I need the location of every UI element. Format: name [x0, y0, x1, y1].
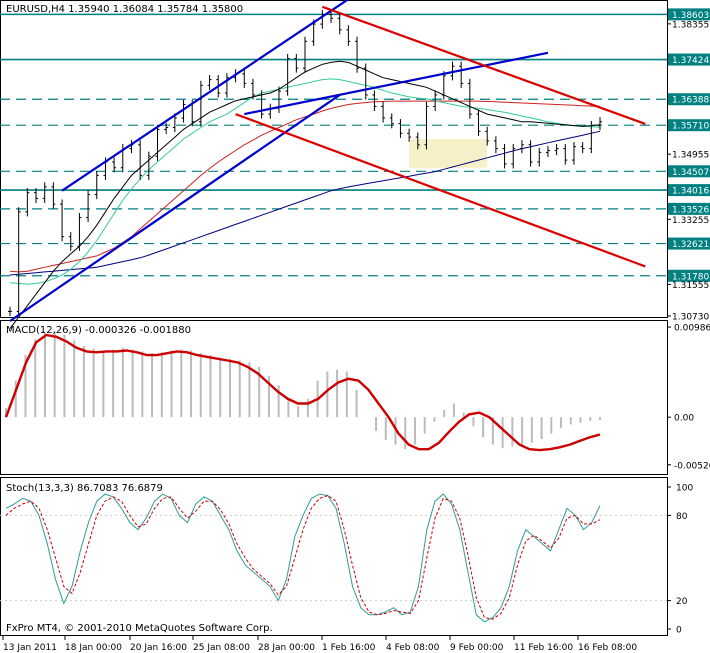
x-tick-label: 28 Jan 00:00: [258, 643, 315, 653]
chart-title: EURUSD,H4 1.35940 1.36084 1.35784 1.3580…: [6, 4, 243, 15]
price-tick-label: 1.38355: [672, 20, 709, 30]
blue-trend-line: [244, 51, 549, 116]
level-price-label: 1.34016: [672, 187, 709, 197]
x-tick-label: 4 Feb 08:00: [386, 643, 440, 653]
macd-panel[interactable]: [0, 320, 668, 475]
ma-teal-line: [9, 78, 601, 285]
stoch-tick-label: 100: [676, 484, 693, 494]
ma-red-line: [9, 100, 601, 273]
level-price-tag: [668, 237, 710, 250]
stoch-main-line: [5, 493, 601, 623]
axis-layer: 1.38603 1.37424 1.36388 1.35710 1.34507 1.340…: [2, 8, 710, 653]
level-price-tag: [668, 269, 710, 282]
stoch-tick-label: 80: [676, 512, 688, 522]
copyright-text: FxPro MT4, © 2001-2010 MetaQuotes Softwa…: [6, 623, 273, 634]
level-price-tag: [668, 53, 710, 66]
macd-tick-label: -0.005208: [674, 461, 710, 471]
level-price-tag: [668, 184, 710, 197]
x-tick-label: 13 Jan 2011: [3, 643, 57, 653]
level-price-label: 1.36388: [672, 96, 709, 106]
price-tick-label: 1.34955: [672, 151, 709, 161]
price-layer: [0, 0, 667, 329]
price-panel[interactable]: [0, 0, 668, 318]
stoch-tick-label: 0: [676, 626, 682, 636]
stoch-panel[interactable]: [0, 477, 668, 636]
blue-trend-line: [61, 0, 349, 192]
macd-layer: [4, 331, 601, 452]
stoch-layer: [0, 493, 667, 623]
level-price-label: 1.34507: [672, 168, 709, 178]
x-tick-label: 1 Feb 16:00: [322, 643, 376, 653]
level-price-tag: [668, 202, 710, 215]
x-tick-label: 25 Jan 08:00: [193, 643, 250, 653]
level-price-tag: [668, 93, 710, 106]
red-trend-line: [235, 113, 646, 268]
macd-tick-label: 0.009864: [674, 324, 710, 334]
red-trend-line: [321, 5, 646, 125]
level-price-label: 1.33526: [672, 205, 709, 215]
level-price-label: 1.38603: [672, 11, 709, 21]
price-tick-label: 1.31555: [672, 281, 709, 291]
x-tick-label: 18 Jan 00:00: [65, 643, 122, 653]
level-price-label: 1.32621: [672, 240, 709, 250]
x-tick-label: 11 Feb 16:00: [514, 643, 573, 653]
stoch-tick-label: 20: [676, 597, 688, 607]
price-tick-label: 1.30730: [672, 313, 709, 323]
x-tick-label: 9 Feb 00:00: [450, 643, 504, 653]
level-price-tag: [668, 8, 710, 21]
level-price-label: 1.37424: [672, 56, 709, 66]
x-tick-label: 16 Feb 08:00: [578, 643, 637, 653]
x-tick-label: 20 Jan 16:00: [130, 643, 187, 653]
ma-navy-line: [9, 130, 601, 276]
level-price-label: 1.31780: [672, 272, 709, 282]
consolidation-highlight: [409, 139, 488, 168]
stoch-signal-line: [5, 494, 601, 620]
level-price-tag: [668, 165, 710, 178]
macd-signal-line: [4, 333, 601, 452]
stoch-title: Stoch(13,3,3) 86.7083 76.6879: [6, 483, 163, 494]
level-price-label: 1.35710: [672, 122, 709, 132]
level-price-tag: [668, 119, 710, 132]
macd-tick-label: 0.00: [674, 414, 694, 424]
price-tick-label: 1.33255: [672, 216, 709, 226]
macd-title: MACD(12,26,9) -0.000326 -0.001880: [6, 325, 191, 336]
